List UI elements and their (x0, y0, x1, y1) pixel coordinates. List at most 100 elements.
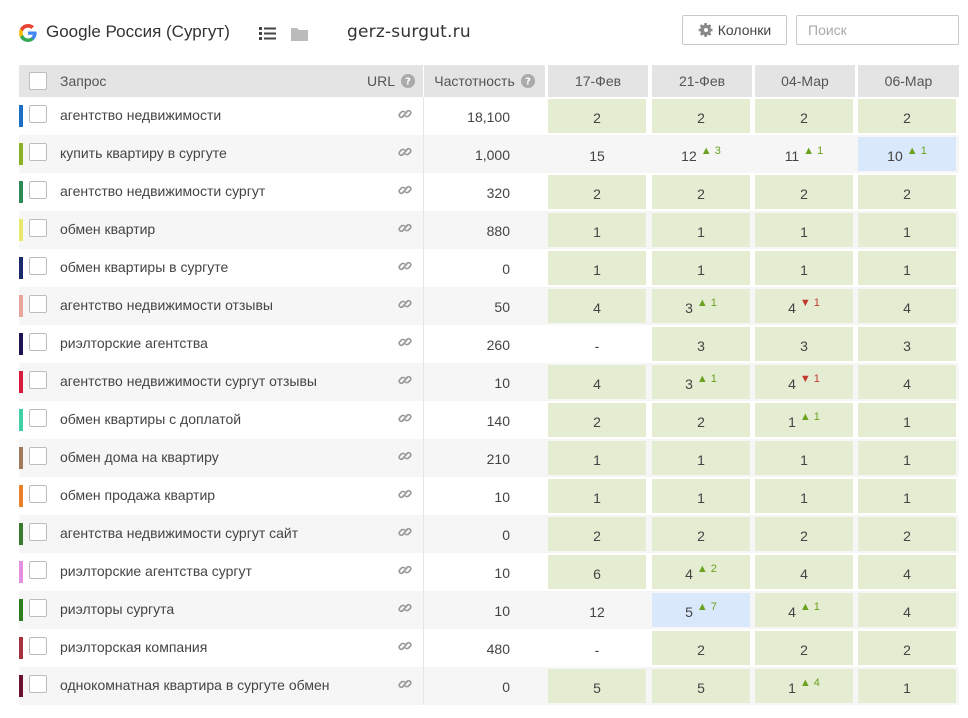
select-all-checkbox[interactable] (29, 72, 47, 90)
position-cell[interactable]: 4 ▲ 2 (652, 555, 750, 589)
position-cell[interactable]: 3 (652, 327, 750, 361)
position-cell[interactable]: 4 (858, 365, 956, 399)
position-cell[interactable]: 1 (858, 403, 956, 437)
row-checkbox[interactable] (29, 371, 47, 389)
position-cell[interactable]: 4 ▼ 1 (755, 365, 853, 399)
folder-icon[interactable] (291, 27, 308, 41)
row-checkbox[interactable] (29, 409, 47, 427)
row-checkbox[interactable] (29, 105, 47, 123)
position-cell[interactable]: 3 (858, 327, 956, 361)
position-cell[interactable]: 10 ▲ 1 (858, 137, 956, 171)
link-icon[interactable] (397, 486, 413, 502)
row-checkbox[interactable] (29, 637, 47, 655)
position-cell[interactable]: 3 (755, 327, 853, 361)
row-checkbox[interactable] (29, 485, 47, 503)
position-cell[interactable]: 5 (548, 669, 646, 703)
row-checkbox[interactable] (29, 295, 47, 313)
position-cell[interactable]: 2 (652, 517, 750, 551)
link-icon[interactable] (397, 448, 413, 464)
position-cell[interactable]: 1 (858, 441, 956, 475)
position-cell[interactable]: 4 (548, 289, 646, 323)
position-cell[interactable]: 1 (858, 669, 956, 703)
position-cell[interactable]: 2 (652, 175, 750, 209)
row-checkbox[interactable] (29, 181, 47, 199)
position-cell[interactable]: 1 (548, 213, 646, 247)
position-cell[interactable]: 1 (858, 213, 956, 247)
help-icon[interactable]: ? (401, 74, 416, 88)
row-checkbox[interactable] (29, 143, 47, 161)
position-cell[interactable]: 2 (858, 517, 956, 551)
position-cell[interactable]: 5 (652, 669, 750, 703)
link-icon[interactable] (397, 220, 413, 236)
position-cell[interactable]: 1 (755, 213, 853, 247)
position-cell[interactable]: 4 (755, 555, 853, 589)
link-icon[interactable] (397, 676, 413, 692)
row-checkbox[interactable] (29, 219, 47, 237)
position-cell[interactable]: - (548, 327, 646, 361)
position-cell[interactable]: 2 (548, 99, 646, 133)
header-date[interactable]: 04-Мар (755, 65, 855, 97)
position-cell[interactable]: 2 (652, 631, 750, 665)
link-icon[interactable] (397, 524, 413, 540)
position-cell[interactable]: 2 (755, 175, 853, 209)
header-date[interactable]: 06-Мар (858, 65, 959, 97)
position-cell[interactable]: 2 (858, 175, 956, 209)
row-checkbox[interactable] (29, 561, 47, 579)
link-icon[interactable] (397, 410, 413, 426)
header-date[interactable]: 21-Фев (652, 65, 752, 97)
row-checkbox[interactable] (29, 333, 47, 351)
position-cell[interactable]: 4 (858, 593, 956, 627)
position-cell[interactable]: 3 ▲ 1 (652, 365, 750, 399)
row-checkbox[interactable] (29, 675, 47, 693)
position-cell[interactable]: 1 (652, 213, 750, 247)
header-frequency[interactable]: Частотность ? (424, 65, 545, 97)
position-cell[interactable]: 2 (652, 99, 750, 133)
position-cell[interactable]: 12 ▲ 3 (652, 137, 750, 171)
search-input[interactable] (796, 15, 959, 45)
position-cell[interactable]: 1 (858, 479, 956, 513)
position-cell[interactable]: 4 ▼ 1 (755, 289, 853, 323)
link-icon[interactable] (397, 182, 413, 198)
position-cell[interactable]: 1 (652, 441, 750, 475)
position-cell[interactable]: 2 (755, 517, 853, 551)
position-cell[interactable]: 2 (548, 517, 646, 551)
position-cell[interactable]: 2 (858, 99, 956, 133)
link-icon[interactable] (397, 638, 413, 654)
header-date[interactable]: 17-Фев (548, 65, 648, 97)
position-cell[interactable]: 4 (858, 289, 956, 323)
position-cell[interactable]: 11 ▲ 1 (755, 137, 853, 171)
position-cell[interactable]: 15 (548, 137, 646, 171)
link-icon[interactable] (397, 106, 413, 122)
position-cell[interactable]: 2 (755, 631, 853, 665)
position-cell[interactable]: 2 (652, 403, 750, 437)
position-cell[interactable]: 2 (858, 631, 956, 665)
position-cell[interactable]: 4 ▲ 1 (755, 593, 853, 627)
position-cell[interactable]: 1 (548, 251, 646, 285)
position-cell[interactable]: 1 (652, 251, 750, 285)
position-cell[interactable]: 12 (548, 593, 646, 627)
position-cell[interactable]: 1 (755, 479, 853, 513)
row-checkbox[interactable] (29, 257, 47, 275)
position-cell[interactable]: 4 (548, 365, 646, 399)
position-cell[interactable]: 1 (548, 441, 646, 475)
row-checkbox[interactable] (29, 523, 47, 541)
link-icon[interactable] (397, 600, 413, 616)
position-cell[interactable]: 2 (548, 403, 646, 437)
position-cell[interactable]: 2 (548, 175, 646, 209)
position-cell[interactable]: 2 (755, 99, 853, 133)
list-icon[interactable] (259, 26, 276, 41)
position-cell[interactable]: 1 (755, 251, 853, 285)
link-icon[interactable] (397, 258, 413, 274)
link-icon[interactable] (397, 562, 413, 578)
position-cell[interactable]: 5 ▲ 7 (652, 593, 750, 627)
position-cell[interactable]: 1 ▲ 4 (755, 669, 853, 703)
position-cell[interactable]: 1 (652, 479, 750, 513)
link-icon[interactable] (397, 296, 413, 312)
row-checkbox[interactable] (29, 447, 47, 465)
link-icon[interactable] (397, 372, 413, 388)
row-checkbox[interactable] (29, 599, 47, 617)
position-cell[interactable]: 6 (548, 555, 646, 589)
columns-button[interactable]: Колонки (682, 15, 787, 45)
position-cell[interactable]: 1 ▲ 1 (755, 403, 853, 437)
position-cell[interactable]: 4 (858, 555, 956, 589)
